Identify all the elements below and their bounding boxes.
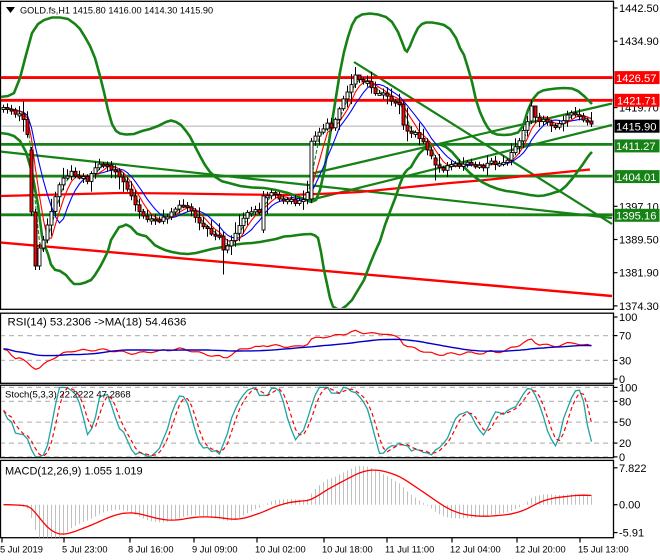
- svg-text:11 Jul 11:00: 11 Jul 11:00: [385, 545, 434, 555]
- svg-text:12 Jul 04:00: 12 Jul 04:00: [450, 545, 501, 555]
- svg-text:10 Jul 18:00: 10 Jul 18:00: [322, 545, 373, 555]
- svg-text:100: 100: [619, 312, 637, 324]
- svg-text:1415.90: 1415.90: [616, 121, 656, 133]
- svg-text:0: 0: [619, 452, 625, 464]
- svg-text:9 Jul 09:00: 9 Jul 09:00: [192, 545, 238, 555]
- svg-text:1411.27: 1411.27: [616, 141, 656, 153]
- svg-text:1389.50: 1389.50: [619, 235, 659, 247]
- svg-text:-5.91: -5.91: [619, 528, 644, 540]
- svg-text:7.822: 7.822: [619, 463, 647, 475]
- svg-text:GOLD.fs,H1 1415.80 1416.00 14: GOLD.fs,H1 1415.80 1416.00 1414.30 1415.…: [20, 5, 213, 15]
- svg-text:80: 80: [619, 396, 631, 408]
- svg-text:5 Jul 23:00: 5 Jul 23:00: [62, 545, 108, 555]
- svg-text:1421.71: 1421.71: [617, 96, 657, 108]
- svg-text:100: 100: [619, 382, 637, 394]
- svg-text:8 Jul 16:00: 8 Jul 16:00: [128, 545, 174, 555]
- svg-text:15 Jul 13:00: 15 Jul 13:00: [578, 545, 629, 555]
- svg-text:5 Jul 2019: 5 Jul 2019: [0, 545, 43, 555]
- svg-text:20: 20: [619, 438, 631, 450]
- svg-text:1434.90: 1434.90: [619, 36, 659, 48]
- svg-text:10 Jul 02:00: 10 Jul 02:00: [255, 545, 306, 555]
- svg-text:Stoch(5,3,3) 22.2222 47.2868: Stoch(5,3,3) 22.2222 47.2868: [5, 389, 131, 400]
- svg-text:0.00: 0.00: [619, 500, 640, 512]
- svg-text:1404.01: 1404.01: [616, 172, 656, 184]
- svg-text:1426.57: 1426.57: [616, 73, 656, 85]
- svg-text:30: 30: [619, 355, 631, 367]
- svg-text:1374.30: 1374.30: [619, 301, 659, 313]
- svg-text:50: 50: [619, 417, 631, 429]
- svg-text:1442.50: 1442.50: [619, 3, 659, 15]
- svg-text:RSI(14) 53.2306 ->MA(18) 54.4: RSI(14) 53.2306 ->MA(18) 54.4636: [8, 317, 187, 329]
- svg-text:1381.90: 1381.90: [619, 268, 659, 280]
- svg-text:12 Jul 20:00: 12 Jul 20:00: [515, 545, 566, 555]
- svg-text:1395.16: 1395.16: [616, 210, 656, 222]
- svg-text:70: 70: [619, 331, 631, 343]
- svg-text:0: 0: [619, 374, 625, 386]
- svg-text:MACD(12,26,9) 1.055 1.019: MACD(12,26,9) 1.055 1.019: [5, 466, 143, 478]
